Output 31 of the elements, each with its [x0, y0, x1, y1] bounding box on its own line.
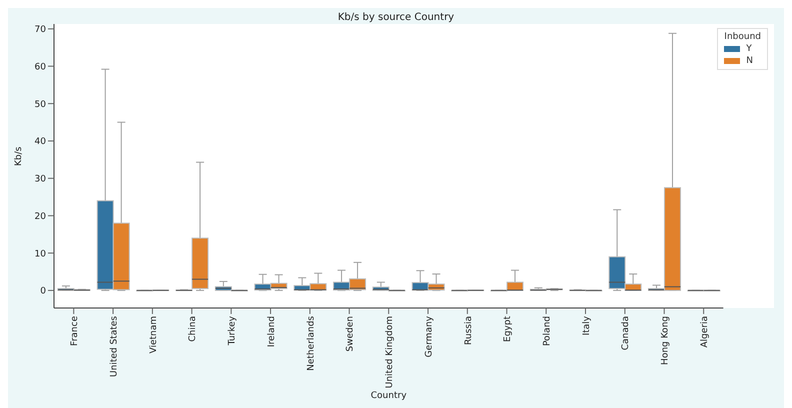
chart-title: Kb/s by source Country	[336, 12, 456, 23]
x-tick-label: Turkey	[228, 315, 238, 346]
legend-title: Inbound	[724, 32, 761, 42]
y-tick-label: 60	[34, 62, 46, 72]
x-tick-label: Poland	[542, 316, 553, 346]
y-tick-label: 40	[34, 137, 46, 148]
x-tick-label: Italy	[582, 315, 592, 336]
y-tick-label: 50	[34, 100, 46, 110]
x-tick-label: Egypt	[503, 316, 514, 342]
x-tick-label: Ireland	[266, 316, 277, 348]
x-tick-label: Germany	[424, 315, 434, 358]
y-tick-label: 20	[34, 212, 46, 222]
y-tick-label: 70	[34, 25, 46, 36]
x-tick-label: China	[188, 316, 198, 342]
x-tick-label: Hong Kong	[660, 316, 671, 365]
x-tick-label: France	[70, 316, 80, 346]
x-tick-label: United Kingdom	[385, 316, 396, 388]
x-tick-label: Russia	[464, 316, 474, 345]
x-axis-title: Country	[370, 391, 408, 401]
x-tick-label: United States	[109, 316, 120, 377]
x-tick-label: Netherlands	[306, 316, 316, 371]
y-tick-label: 10	[34, 249, 46, 260]
x-tick-label: Sweden	[346, 316, 356, 352]
legend-label: N	[746, 56, 754, 66]
x-tick-label: Vietnam	[148, 316, 159, 354]
y-tick-label: 0	[40, 286, 46, 297]
x-tick-label: Canada	[621, 316, 632, 350]
y-tick-label: 30	[34, 174, 46, 185]
y-axis-title: Kb/s	[14, 146, 24, 166]
x-tick-label: Algeria	[700, 316, 710, 348]
legend-label: Y	[746, 44, 752, 54]
